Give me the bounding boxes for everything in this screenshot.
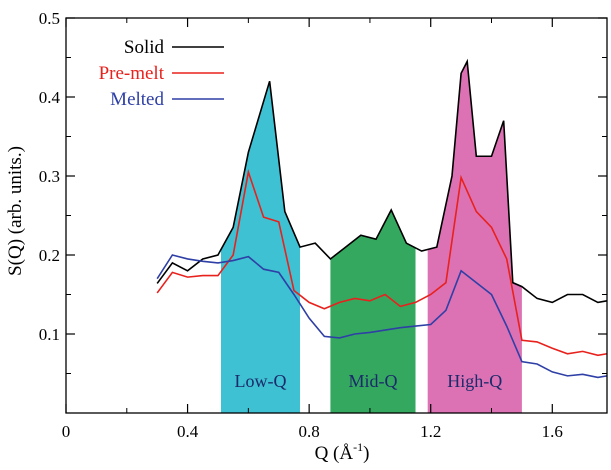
- series-line-melted: [156, 254, 608, 379]
- legend-label-solid: Solid: [124, 37, 165, 58]
- region-label-mid-q: Mid-Q: [348, 371, 397, 391]
- y-tick-label: 0.1: [39, 325, 60, 344]
- legend-label-melted: Melted: [110, 89, 164, 110]
- region-label-high-q: High-Q: [447, 371, 502, 391]
- region-fill-mid-q: [330, 209, 416, 413]
- x-tick-label: 0.4: [177, 422, 199, 441]
- x-axis-label-main: Q (Å: [315, 443, 354, 464]
- x-tick-label: 0.8: [299, 422, 320, 441]
- series-line-pre-melt: [156, 168, 608, 357]
- region-fills: [221, 61, 522, 413]
- region-fill-high-q: [427, 61, 522, 413]
- y-tick-label: 0.3: [39, 167, 60, 186]
- x-axis-label-close: ): [363, 443, 369, 464]
- x-tick-label: 0: [62, 422, 71, 441]
- series-lines: [156, 58, 608, 379]
- region-labels: Low-Q Mid-Q High-Q: [235, 371, 503, 391]
- y-axis-label: S(Q) (arb. units.): [5, 146, 26, 276]
- legend-label-pre-melt: Pre-melt: [99, 63, 165, 84]
- x-axis-label: Q (Å-1): [315, 440, 370, 464]
- x-tick-label: 1.6: [542, 422, 563, 441]
- y-tick-label: 0.2: [39, 246, 60, 265]
- x-tick-label: 1.2: [420, 422, 441, 441]
- x-axis-label-sup: -1: [353, 440, 363, 454]
- region-fill-low-q: [221, 81, 301, 413]
- region-label-low-q: Low-Q: [235, 371, 287, 391]
- series-line-solid: [156, 58, 608, 304]
- legend: Solid Pre-melt Melted: [99, 37, 224, 110]
- axis-ticks: 0 0.4 0.8 1.2 1.6 0.1 0.2 0.3 0.4 0.5: [39, 9, 607, 441]
- y-tick-label: 0.5: [39, 9, 60, 28]
- y-tick-label: 0.4: [39, 88, 61, 107]
